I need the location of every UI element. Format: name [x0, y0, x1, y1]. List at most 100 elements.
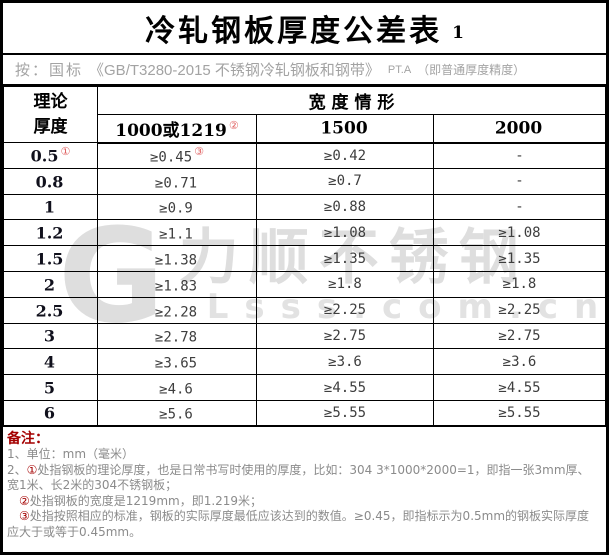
cell-width-2000: ≥1.08 [433, 219, 606, 247]
cell-width-2000: - [433, 167, 606, 195]
cell-thickness: 5 [3, 374, 98, 401]
min-thickness-1000: ≥2.78 [154, 329, 198, 346]
notes-title: 备注： [7, 430, 49, 447]
table-row: 3 ≥2.78 ≥2.75 ≥2.75 [3, 322, 606, 350]
cell-width-2000: ≥4.55 [433, 374, 606, 401]
cell-width-1000: ≥0.9 [97, 193, 257, 221]
standard-prefix: 按：国标 [15, 62, 84, 79]
table-row: 1 ≥0.9 ≥0.88 - [3, 193, 606, 221]
thickness-footnote-mark: ① [60, 144, 71, 158]
width-header-label: 1000或1219 [115, 120, 227, 141]
header-theoretical-thickness: 理论 厚度 [3, 86, 98, 143]
thickness-value: 2.5 [35, 300, 64, 320]
cell-thickness: 4 [3, 348, 98, 376]
min-thickness-1500: ≥1.8 [328, 276, 362, 293]
note-prefix: 1、单位：mm（毫米） [7, 447, 135, 462]
note-line: 2、①处指钢板的理论厚度，也是日常书写时使用的厚度，比如：304 3*1000*… [7, 463, 601, 494]
cell-width-1000: ≥3.65 [97, 348, 257, 376]
min-thickness-1000: ≥0.9 [159, 200, 193, 217]
table-row: 4 ≥3.65 ≥3.6 ≥3.6 [3, 348, 606, 376]
min-thickness-1500: ≥3.6 [328, 353, 362, 370]
min-thickness-1000: ≥2.28 [154, 303, 198, 320]
cell-width-2000: ≥3.6 [433, 348, 606, 376]
thickness-value: 3 [43, 326, 56, 346]
header-width-group: 宽 度 情 形 [97, 86, 606, 115]
table-row: 2 ≥1.83 ≥1.8 ≥1.8 [3, 270, 606, 298]
cell-width-1500: ≥2.75 [256, 322, 434, 350]
notes-list: 1、单位：mm（毫米） 2、①处指钢板的理论厚度，也是日常书写时使用的厚度，比如：… [7, 447, 601, 540]
table-body: 0.5 ① ≥0.45 ③ ≥0.42 - 0.8 ≥0.71 ≥0.7 - 1 ≥… [3, 142, 606, 428]
min-thickness-1500: ≥0.88 [323, 198, 367, 215]
cell-width-1000: ≥1.38 [97, 245, 257, 272]
notes-section: 备注： 1、单位：mm（毫米） 2、①处指钢板的理论厚度，也是日常书写时使用的厚度… [3, 427, 606, 540]
min-thickness-1500: ≥2.25 [323, 302, 367, 319]
cell-width-1000: ≥4.6 [97, 374, 257, 401]
standard-grade: PT.A [387, 63, 412, 76]
min-thickness-1000: ≥0.71 [154, 174, 198, 191]
min-thickness-1000: ≥0.45 [149, 149, 193, 166]
cell-width-1500: ≥2.25 [256, 296, 434, 324]
cell-width-1500: ≥1.35 [256, 245, 434, 272]
cell-width-2000: ≥1.35 [433, 245, 606, 272]
min-thickness-1500: ≥0.42 [323, 147, 367, 164]
cell-width-1000: ≥2.78 [97, 322, 257, 350]
note-footnote-mark: ① [26, 462, 38, 477]
header-width-column: 1500 [256, 114, 434, 144]
cell-width-1500: ≥0.42 [256, 142, 434, 169]
thickness-value: 2 [43, 275, 56, 295]
note-prefix [7, 509, 19, 523]
cell-width-2000: ≥2.25 [433, 296, 606, 324]
cell-width-1000: ≥0.45 ③ [97, 142, 257, 169]
cell-width-1500: ≥4.55 [256, 374, 434, 401]
cell-width-2000: ≥2.75 [433, 322, 606, 350]
thickness-value: 6 [43, 403, 56, 423]
note-text: 处指按照相应的标准，钢板的实际厚度最低应该达到的数值。≥0.45，即指标示为0.… [7, 509, 590, 539]
min-thickness-2000: ≥2.75 [498, 327, 541, 344]
thickness-value: 5 [43, 378, 56, 398]
min-thickness-1500: ≥1.08 [323, 224, 367, 241]
cell-width-2000: ≥5.55 [433, 399, 606, 428]
cell-width-1500: ≥1.8 [256, 270, 434, 298]
note-text: 处指钢板的理论厚度，也是日常书写时使用的厚度，比如：304 3*1000*200… [7, 462, 590, 493]
note-footnote-mark: ② [19, 493, 30, 508]
cell-thickness: 2 [3, 270, 98, 298]
table-row: 0.8 ≥0.71 ≥0.7 - [3, 167, 606, 195]
header-width-column: 1000或1219 ② [97, 114, 257, 144]
thickness-value: 1.5 [35, 249, 64, 269]
min-thickness-2000: ≥3.6 [502, 353, 537, 370]
cell-footnote-mark: ③ [194, 144, 205, 158]
cell-width-1500: ≥5.55 [256, 399, 434, 428]
standard-name: 《GB/T3280-2015 不锈钢冷轧钢板和钢带》 [89, 62, 380, 79]
standard-precision-note: （即普通厚度精度） [417, 63, 526, 77]
table-row: 1.2 ≥1.1 ≥1.08 ≥1.08 [3, 219, 606, 247]
cell-width-1000: ≥2.28 [97, 296, 257, 324]
page-title-number: 1 [452, 23, 464, 43]
min-thickness-1000: ≥4.6 [159, 381, 193, 398]
cell-width-1500: ≥0.7 [256, 167, 434, 195]
note-text: 处指钢板的宽度是1219mm，即1.219米； [29, 493, 263, 508]
table-header: 理论 厚度 宽 度 情 形 1000或1219 ② 1500 2000 [3, 86, 606, 144]
min-thickness-2000: ≥5.55 [498, 405, 541, 422]
cell-thickness: 3 [3, 322, 98, 350]
thickness-value: 1 [43, 197, 56, 217]
min-thickness-2000: ≥2.25 [498, 302, 541, 319]
min-thickness-2000: ≥1.35 [498, 250, 541, 267]
min-thickness-2000: - [515, 147, 524, 164]
cell-width-2000: - [433, 193, 606, 221]
cell-thickness: 0.8 [3, 167, 98, 195]
min-thickness-1500: ≥2.75 [323, 327, 367, 344]
width-header-row: 1000或1219 ② 1500 2000 [4, 114, 606, 144]
cell-width-1500: ≥3.6 [256, 348, 434, 376]
cell-thickness: 1.2 [3, 219, 98, 247]
note-line: ②处指钢板的宽度是1219mm，即1.219米； [7, 494, 601, 510]
min-thickness-2000: ≥4.55 [498, 379, 541, 396]
note-line: ③处指按照相应的标准，钢板的实际厚度最低应该达到的数值。≥0.45，即指标示为0… [7, 509, 601, 540]
min-thickness-1500: ≥1.35 [323, 250, 367, 267]
note-line: 1、单位：mm（毫米） [7, 447, 601, 463]
cell-thickness: 0.5 ① [3, 142, 98, 169]
thickness-value: 0.5 [30, 146, 59, 166]
header-width-column: 2000 [433, 114, 606, 144]
cell-width-2000: - [433, 142, 606, 169]
note-footnote-mark: ③ [19, 509, 30, 524]
